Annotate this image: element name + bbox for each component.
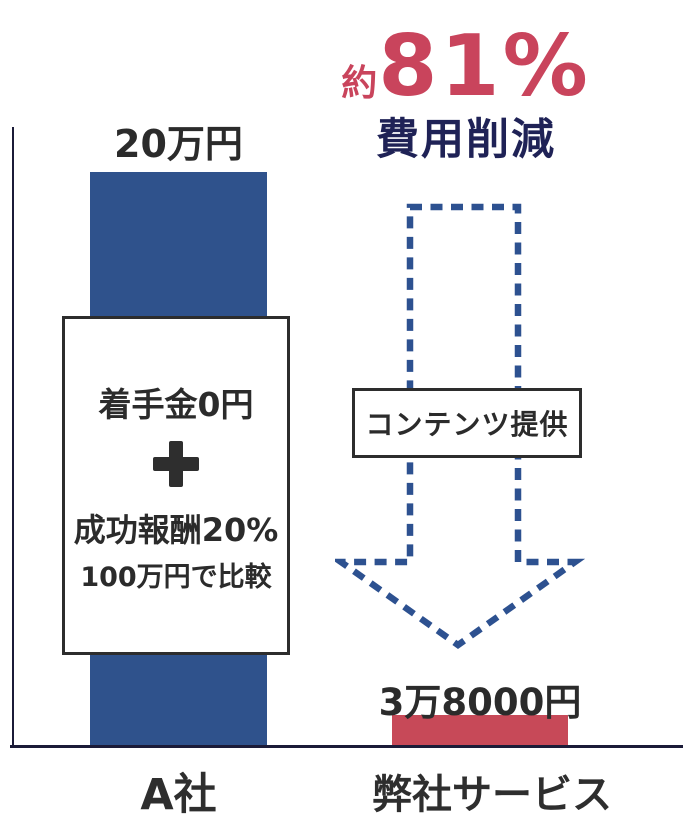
arrow-label-box: コンテンツ提供 — [352, 388, 582, 458]
headline: 約81% 費用削減 — [333, 24, 599, 162]
headline-caption: 費用削減 — [376, 115, 556, 165]
arrow-label-text: コンテンツ提供 — [365, 408, 569, 441]
category-label-our-service: 弊社サービス — [372, 772, 612, 818]
approx-prefix: 約 — [341, 63, 379, 104]
percent-value: 81% — [378, 17, 591, 116]
plus-icon — [153, 440, 199, 487]
headline-percent-row: 約81% — [333, 24, 599, 109]
y-axis — [12, 127, 14, 748]
category-label-company-a: A社 — [140, 770, 217, 820]
company-a-pricing-box: 着手金0円 成功報酬20% 100万円で比較 — [62, 316, 290, 655]
bar-value-label-our-service: 3万8000円 — [378, 681, 582, 724]
comparison-note-text: 100万円で比較 — [80, 561, 272, 593]
bar-value-label-company-a: 20万円 — [114, 122, 243, 166]
bar-our-service — [392, 715, 568, 746]
initial-fee-text: 着手金0円 — [98, 384, 254, 424]
x-axis — [10, 745, 683, 748]
success-fee-text: 成功報酬20% — [73, 510, 279, 549]
down-arrow-icon — [335, 203, 585, 649]
